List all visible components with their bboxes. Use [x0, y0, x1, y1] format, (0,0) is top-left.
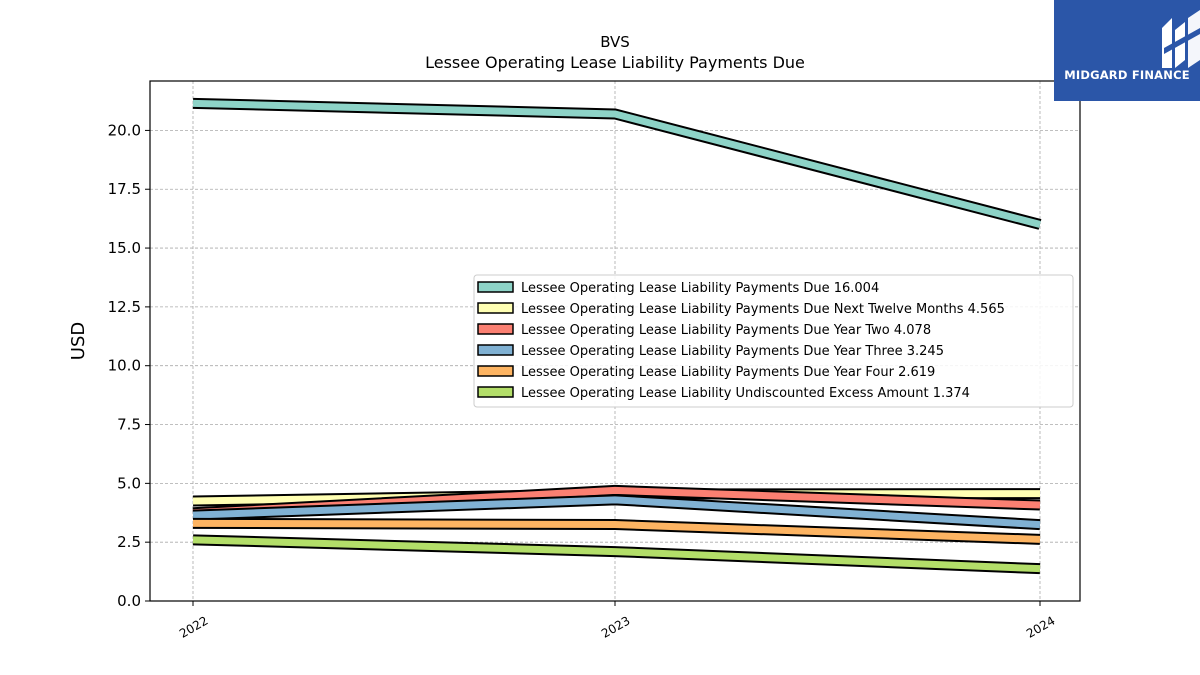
legend-swatch [477, 365, 514, 377]
legend-swatch [477, 302, 514, 314]
y-axis-label: USD [68, 322, 89, 360]
chart-title: BVS [600, 33, 630, 51]
y-tick-label: 2.5 [117, 533, 141, 551]
legend-swatch [477, 323, 514, 335]
legend-swatch [477, 281, 514, 293]
y-tick-label: 20.0 [108, 121, 141, 139]
legend: Lessee Operating Lease Liability Payment… [473, 274, 1074, 408]
y-tick-label: 5.0 [117, 474, 141, 492]
series-line [192, 496, 1041, 529]
legend-swatch [477, 344, 514, 356]
series-line [192, 99, 1041, 228]
y-tick-label: 12.5 [108, 298, 141, 316]
legend-label: Lessee Operating Lease Liability Payment… [521, 281, 879, 296]
x-tick-label: 2023 [599, 613, 632, 640]
midgard-m-logo-icon [1162, 10, 1200, 68]
y-tick-label: 10.0 [108, 357, 141, 375]
series-outline [192, 97, 1042, 230]
legend-swatch [477, 386, 514, 398]
legend-frame [473, 274, 1074, 408]
series-line [192, 519, 1041, 543]
x-tick-label: 2024 [1024, 613, 1057, 640]
legend-label: Lessee Operating Lease Liability Payment… [521, 302, 1005, 317]
series-layer [192, 97, 1042, 575]
y-tick-label: 15.0 [108, 239, 141, 257]
logo-text: MIDGARD FINANCE [1064, 68, 1190, 82]
plot-frame [149, 80, 1081, 602]
legend-label: Lessee Operating Lease Liability Undisco… [521, 386, 970, 401]
y-tick-label: 17.5 [108, 180, 141, 198]
midgard-finance-logo: MIDGARD FINANCE [1054, 0, 1200, 101]
y-tick-label: 7.5 [117, 416, 141, 434]
legend-label: Lessee Operating Lease Liability Payment… [521, 323, 931, 338]
series-line [192, 536, 1041, 573]
chart-subtitle: Lessee Operating Lease Liability Payment… [425, 53, 805, 72]
legend-label: Lessee Operating Lease Liability Payment… [521, 365, 935, 380]
y-tick-label: 0.0 [117, 592, 141, 610]
x-tick-label: 2022 [177, 613, 210, 640]
legend-label: Lessee Operating Lease Liability Payment… [521, 344, 944, 359]
